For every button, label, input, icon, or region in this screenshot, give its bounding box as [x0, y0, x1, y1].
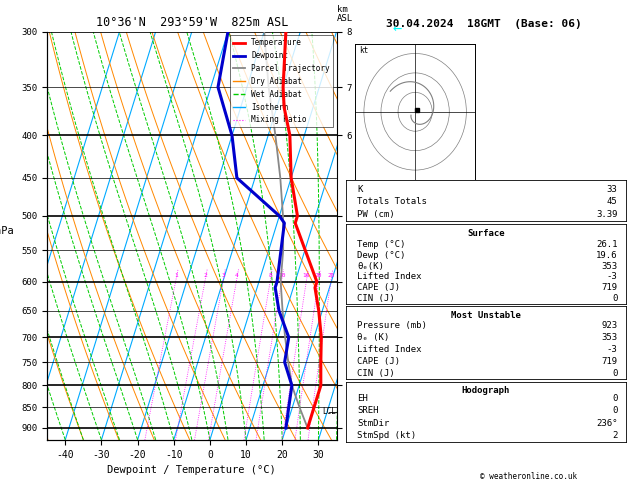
Text: 2: 2 [203, 274, 207, 278]
Text: 25: 25 [327, 274, 335, 278]
Text: Surface: Surface [467, 229, 504, 238]
Text: 20: 20 [315, 274, 323, 278]
Text: 0: 0 [612, 295, 618, 303]
Text: Temp (°C): Temp (°C) [357, 240, 406, 249]
Text: 719: 719 [601, 283, 618, 293]
Text: Totals Totals: Totals Totals [357, 197, 427, 206]
Text: 1: 1 [174, 274, 178, 278]
Text: 3: 3 [221, 274, 225, 278]
Text: Lifted Index: Lifted Index [357, 273, 421, 281]
Text: 19.6: 19.6 [596, 251, 618, 260]
Text: Most Unstable: Most Unstable [451, 311, 521, 320]
Text: Dewp (°C): Dewp (°C) [357, 251, 406, 260]
Text: 45: 45 [607, 197, 618, 206]
Text: kt: kt [359, 47, 368, 55]
Text: 0: 0 [612, 406, 618, 415]
Text: 0: 0 [612, 368, 618, 378]
Text: 10: 10 [278, 274, 286, 278]
Legend: Temperature, Dewpoint, Parcel Trajectory, Dry Adiabat, Wet Adiabat, Isotherm, Mi: Temperature, Dewpoint, Parcel Trajectory… [230, 35, 333, 127]
Text: 236°: 236° [596, 418, 618, 428]
Title: 10°36'N  293°59'W  825m ASL: 10°36'N 293°59'W 825m ASL [96, 16, 288, 29]
Text: 719: 719 [601, 357, 618, 365]
Text: θₑ(K): θₑ(K) [357, 261, 384, 271]
Text: 2: 2 [612, 431, 618, 440]
Text: 26.1: 26.1 [596, 240, 618, 249]
Text: -3: -3 [607, 273, 618, 281]
Text: EH: EH [357, 394, 368, 403]
Text: Hodograph: Hodograph [462, 386, 510, 395]
Text: 16: 16 [303, 274, 310, 278]
Text: PW (cm): PW (cm) [357, 209, 395, 219]
Text: 4: 4 [235, 274, 238, 278]
Text: km
ASL: km ASL [337, 5, 353, 23]
Text: θₑ (K): θₑ (K) [357, 333, 389, 342]
Text: Pressure (mb): Pressure (mb) [357, 321, 427, 330]
Text: 353: 353 [601, 333, 618, 342]
Text: 353: 353 [601, 261, 618, 271]
Text: CIN (J): CIN (J) [357, 368, 395, 378]
Text: 0: 0 [612, 394, 618, 403]
Text: CIN (J): CIN (J) [357, 295, 395, 303]
Y-axis label: hPa: hPa [0, 226, 14, 236]
Text: SREH: SREH [357, 406, 379, 415]
Text: 30.04.2024  18GMT  (Base: 06): 30.04.2024 18GMT (Base: 06) [386, 19, 582, 29]
Text: Lifted Index: Lifted Index [357, 345, 421, 354]
Text: 923: 923 [601, 321, 618, 330]
Text: 3.39: 3.39 [596, 209, 618, 219]
Text: Mixing Ratio (g/kg): Mixing Ratio (g/kg) [396, 188, 404, 283]
Text: K: K [357, 185, 362, 194]
Text: -3: -3 [607, 345, 618, 354]
Text: CAPE (J): CAPE (J) [357, 357, 400, 365]
Text: ←: ← [392, 21, 402, 36]
Text: © weatheronline.co.uk: © weatheronline.co.uk [480, 472, 577, 481]
Text: 33: 33 [607, 185, 618, 194]
Text: StmSpd (kt): StmSpd (kt) [357, 431, 416, 440]
Text: 8: 8 [269, 274, 272, 278]
Text: LCL: LCL [323, 407, 337, 416]
X-axis label: Dewpoint / Temperature (°C): Dewpoint / Temperature (°C) [108, 465, 276, 475]
Text: StmDir: StmDir [357, 418, 389, 428]
Text: CAPE (J): CAPE (J) [357, 283, 400, 293]
